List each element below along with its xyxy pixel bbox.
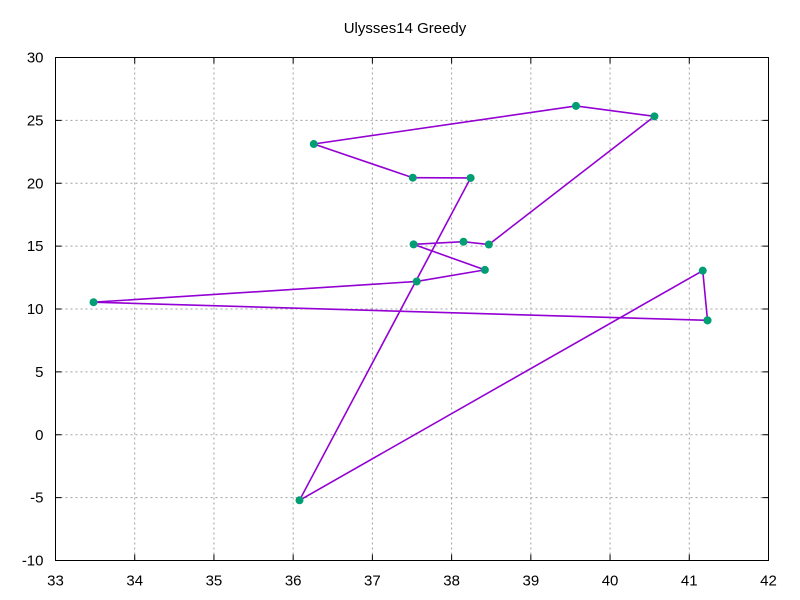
route-points — [89, 101, 712, 505]
city-point — [408, 173, 417, 182]
y-tick-label: -10 — [22, 553, 44, 570]
city-point — [650, 112, 659, 121]
x-tick-label: 34 — [126, 573, 143, 590]
city-point — [703, 316, 712, 325]
x-tick-label: 35 — [206, 573, 223, 590]
city-point — [466, 173, 475, 182]
y-tick-label: 30 — [27, 50, 44, 67]
x-tick-label: 37 — [364, 573, 381, 590]
x-tick-label: 36 — [285, 573, 302, 590]
city-point — [698, 266, 707, 275]
x-tick-label: 41 — [681, 573, 698, 590]
route-line — [93, 105, 709, 503]
plot-frame — [55, 57, 769, 561]
y-tick-label: 5 — [35, 364, 43, 381]
y-tick-label: 0 — [35, 427, 43, 444]
city-point — [412, 277, 421, 286]
x-tick-label: 38 — [443, 573, 460, 590]
tick-labels: 33 34 35 36 37 38 39 40 41 42 -10 -5 0 5 10 15 20 25 30 — [22, 50, 777, 590]
city-point — [459, 237, 468, 246]
y-tick-label: 15 — [27, 238, 44, 255]
chart-title: Ulysses14 Greedy — [344, 20, 467, 37]
y-tick-label: 25 — [27, 112, 44, 129]
city-point — [571, 101, 580, 110]
y-tick-label: -5 — [30, 490, 43, 507]
city-point — [295, 496, 304, 505]
route-lines — [93, 105, 709, 503]
x-tick-label: 39 — [522, 573, 539, 590]
city-point — [480, 265, 489, 274]
y-tick-label: 20 — [27, 175, 44, 192]
grid-lines — [55, 57, 769, 561]
city-point — [409, 240, 418, 249]
city-point — [484, 240, 493, 249]
x-tick-label: 40 — [602, 573, 619, 590]
x-tick-label: 42 — [760, 573, 777, 590]
x-tick-label: 33 — [47, 573, 64, 590]
city-point — [309, 140, 318, 149]
city-point — [89, 298, 98, 307]
y-tick-label: 10 — [27, 301, 44, 318]
